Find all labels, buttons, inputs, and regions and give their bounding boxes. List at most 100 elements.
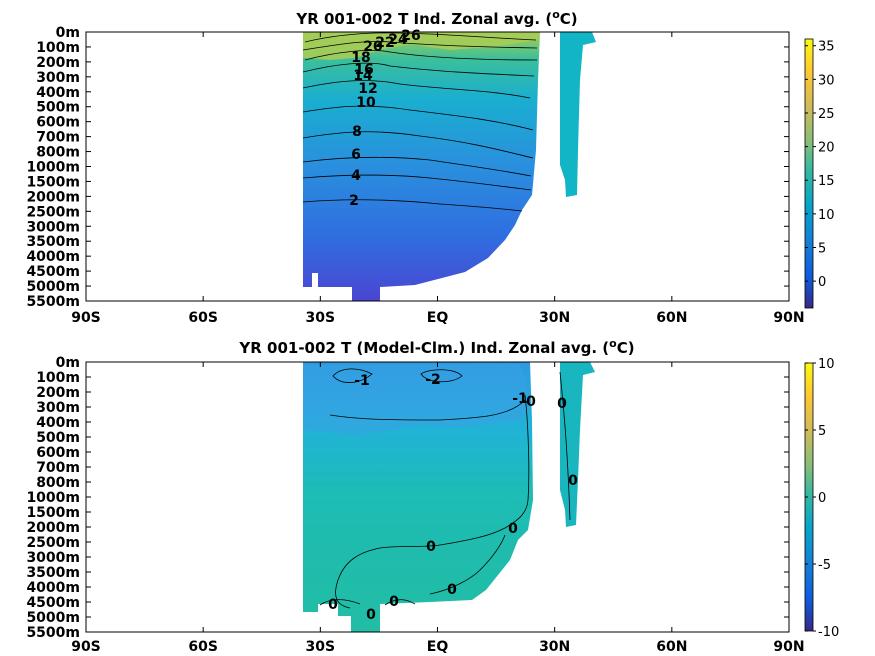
y-tick-label: 400m — [36, 415, 80, 431]
y-tick-label: 100m — [36, 370, 80, 386]
contour-label: -2 — [425, 372, 441, 388]
contour-label: -1 — [512, 391, 528, 407]
x-tick-label: EQ — [427, 639, 449, 655]
y-tick-label: 4500m — [26, 264, 80, 280]
y-tick-label: 2000m — [26, 520, 80, 536]
axes: 90S 60S 30S EQ 30N 60N 90N 0m100m200m300m400m50… — [26, 355, 804, 655]
y-tick-label: 5500m — [26, 294, 80, 310]
y-tick-label: 2500m — [26, 535, 80, 551]
temperature-field — [303, 32, 540, 301]
y-tick-label: 1500m — [26, 174, 80, 190]
colorbar-tick-label: 25 — [818, 107, 835, 122]
contour-label: 14 — [353, 68, 373, 84]
contour-label: 0 — [328, 597, 338, 613]
y-tick-label: 600m — [36, 115, 80, 131]
y-tick-label: 2000m — [26, 189, 80, 205]
contour-label: 10 — [356, 95, 376, 111]
x-tick-label: 60S — [188, 639, 218, 655]
colorbar-tick-label: 5 — [818, 241, 826, 256]
colorbar-tick-label: 10 — [818, 357, 835, 372]
y-tick-label: 200m — [36, 385, 80, 401]
y-tick-label: 3000m — [26, 550, 80, 566]
y-tick-label: 700m — [36, 460, 80, 476]
y-tick-label: 300m — [36, 70, 80, 86]
contour-label: 0 — [526, 394, 536, 410]
contour-label: 6 — [351, 147, 361, 163]
difference-panel: YR 001-002 T (Model-Clm.) Ind. Zonal avg… — [26, 337, 839, 655]
contour-label: 8 — [352, 124, 362, 140]
contour-label: 0 — [508, 521, 518, 537]
colorbar-ticks: 35 30 25 20 15 10 5 0 — [805, 40, 835, 290]
x-tick-label: 30N — [539, 310, 570, 326]
contour-label: 2 — [349, 193, 359, 209]
temperature-panel: YR 001-002 T Ind. Zonal avg. (oC) 26 24 … — [26, 8, 834, 326]
y-tick-label: 5500m — [26, 625, 80, 641]
isotherm-lines — [302, 32, 538, 212]
y-tick-label: 400m — [36, 85, 80, 101]
y-tick-label: 1500m — [26, 505, 80, 521]
panel-title: YR 001-002 T (Model-Clm.) Ind. Zonal avg… — [238, 337, 634, 357]
colorbar-tick-label: 10 — [818, 208, 835, 223]
x-tick-label: EQ — [427, 310, 449, 326]
y-tick-label: 200m — [36, 55, 80, 71]
contour-label: 4 — [351, 168, 361, 184]
y-tick-label: 300m — [36, 400, 80, 416]
colorbar-ticks: 10 5 0 -5 -10 — [805, 357, 839, 640]
northern-basin-field — [560, 32, 596, 197]
x-tick-label: 30N — [539, 639, 570, 655]
anomaly-contour-lines — [319, 368, 571, 609]
colorbar-tick-label: 0 — [818, 491, 826, 506]
colorbar-tick-label: 20 — [818, 141, 835, 156]
panel-title: YR 001-002 T Ind. Zonal avg. (oC) — [295, 8, 577, 28]
contour-label: 0 — [389, 594, 399, 610]
colorbar-tick-label: 30 — [818, 73, 835, 88]
y-tick-label: 600m — [36, 445, 80, 461]
x-tick-label: 30S — [306, 639, 336, 655]
contour-label: 18 — [351, 50, 370, 66]
colorbar — [804, 38, 814, 309]
y-tick-label: 800m — [36, 475, 80, 491]
x-tick-label: 60S — [188, 310, 218, 326]
colorbar-tick-label: 5 — [818, 424, 826, 439]
contour-label: 0 — [447, 582, 457, 598]
y-tick-label: 3500m — [26, 234, 80, 250]
contour-label: -1 — [354, 373, 370, 389]
contour-label: 22 — [375, 35, 394, 51]
contour-label: 20 — [363, 39, 383, 55]
colorbar-tick-label: 35 — [818, 40, 835, 55]
contour-label: 0 — [366, 607, 376, 623]
y-tick-label: 3500m — [26, 565, 80, 581]
y-tick-label: 800m — [36, 145, 80, 161]
y-tick-label: 500m — [36, 430, 80, 446]
x-tick-label: 30S — [306, 310, 336, 326]
y-tick-label: 4500m — [26, 595, 80, 611]
northern-basin-difference — [560, 362, 595, 527]
y-tick-label: 5000m — [26, 279, 80, 295]
colorbar-tick-label: 15 — [818, 174, 835, 189]
contour-label: 0 — [557, 396, 567, 412]
y-tick-label: 0m — [56, 355, 80, 371]
y-tick-label: 1000m — [26, 490, 80, 506]
y-tick-label: 1000m — [26, 160, 80, 176]
y-tick-label: 500m — [36, 100, 80, 116]
colorbar-tick-label: 0 — [818, 275, 826, 290]
contour-label: 24 — [388, 32, 408, 48]
contour-label: 0 — [568, 473, 578, 489]
y-tick-label: 4000m — [26, 249, 80, 265]
x-tick-label: 90N — [773, 639, 804, 655]
colorbar-tick-label: -10 — [818, 625, 839, 640]
y-tick-label: 3000m — [26, 219, 80, 235]
contour-label: 12 — [358, 81, 377, 97]
y-tick-label: 4000m — [26, 580, 80, 596]
x-tick-label: 90S — [71, 639, 101, 655]
y-tick-label: 2500m — [26, 204, 80, 220]
x-tick-label: 60N — [656, 639, 687, 655]
contour-label: 0 — [426, 539, 436, 555]
x-tick-label: 60N — [656, 310, 687, 326]
y-tick-label: 700m — [36, 130, 80, 146]
x-tick-label: 90N — [773, 310, 804, 326]
colorbar-tick-label: -5 — [818, 558, 831, 573]
x-tick-label: 90S — [71, 310, 101, 326]
axes: 90S 60S 30S EQ 30N 60N 90N0m100m200m300m400m50… — [26, 25, 804, 326]
